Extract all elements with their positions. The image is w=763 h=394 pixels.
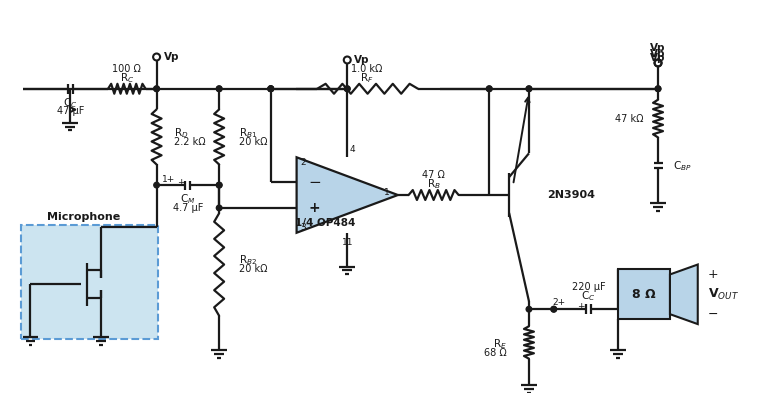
Circle shape xyxy=(551,307,556,312)
Circle shape xyxy=(154,86,159,91)
Text: R$_E$: R$_E$ xyxy=(493,337,507,351)
Circle shape xyxy=(344,86,350,91)
Text: R$_{B2}$: R$_{B2}$ xyxy=(239,254,257,268)
Text: C$_C$: C$_C$ xyxy=(581,290,596,303)
Text: 8 Ω: 8 Ω xyxy=(633,288,656,301)
Text: R$_D$: R$_D$ xyxy=(175,126,189,140)
Text: −: − xyxy=(308,175,321,190)
Circle shape xyxy=(487,86,492,91)
Text: 1.0 kΩ: 1.0 kΩ xyxy=(352,64,383,74)
Text: Vp: Vp xyxy=(163,52,179,62)
Text: C$_{BP}$: C$_{BP}$ xyxy=(673,159,691,173)
Text: Vp: Vp xyxy=(354,55,370,65)
Text: 4.7 μF: 4.7 μF xyxy=(172,203,203,213)
Text: V$_{OUT}$: V$_{OUT}$ xyxy=(708,287,739,302)
Text: Vp: Vp xyxy=(650,43,666,53)
Circle shape xyxy=(655,86,661,91)
Text: +: + xyxy=(578,302,584,311)
Text: 68 Ω: 68 Ω xyxy=(485,348,507,358)
Circle shape xyxy=(217,182,222,188)
Polygon shape xyxy=(297,157,398,233)
Polygon shape xyxy=(670,264,697,324)
Text: −: − xyxy=(708,308,718,321)
Text: 2.2 kΩ: 2.2 kΩ xyxy=(175,137,206,147)
Circle shape xyxy=(526,307,532,312)
Circle shape xyxy=(268,86,274,91)
Text: +: + xyxy=(177,178,184,187)
Text: Microphone: Microphone xyxy=(47,212,121,222)
Text: 1: 1 xyxy=(385,188,390,197)
Text: 2: 2 xyxy=(301,158,306,167)
Text: 47 μF: 47 μF xyxy=(56,106,84,115)
Text: 2N3904: 2N3904 xyxy=(547,190,595,200)
Circle shape xyxy=(344,86,350,91)
Text: 47 Ω: 47 Ω xyxy=(422,170,445,180)
Text: 11: 11 xyxy=(342,238,353,247)
Circle shape xyxy=(217,205,222,211)
Text: 47 kΩ: 47 kΩ xyxy=(615,113,643,124)
Text: 2+: 2+ xyxy=(552,298,565,307)
FancyBboxPatch shape xyxy=(618,269,670,319)
Circle shape xyxy=(526,86,532,91)
Circle shape xyxy=(268,86,274,91)
Circle shape xyxy=(154,182,159,188)
Circle shape xyxy=(655,86,661,91)
Text: 1+: 1+ xyxy=(162,175,175,184)
Circle shape xyxy=(487,86,492,91)
Text: 1/4 OP484: 1/4 OP484 xyxy=(295,218,355,228)
Text: 220 μF: 220 μF xyxy=(571,282,605,292)
Text: +: + xyxy=(708,268,718,281)
Text: Vp: Vp xyxy=(650,49,666,59)
Text: C$_C$: C$_C$ xyxy=(63,96,77,110)
Circle shape xyxy=(154,86,159,91)
Text: 3: 3 xyxy=(301,223,306,232)
Text: 100 Ω: 100 Ω xyxy=(112,64,141,74)
Circle shape xyxy=(551,307,556,312)
Text: R$_C$: R$_C$ xyxy=(120,71,134,85)
Circle shape xyxy=(217,182,222,188)
Text: C$_M$: C$_M$ xyxy=(180,192,195,206)
Text: R$_{B1}$: R$_{B1}$ xyxy=(239,126,257,140)
Circle shape xyxy=(268,86,274,91)
Text: Vp: Vp xyxy=(650,53,666,63)
Circle shape xyxy=(526,86,532,91)
Text: R$_B$: R$_B$ xyxy=(427,177,440,191)
Circle shape xyxy=(217,86,222,91)
Text: 20 kΩ: 20 kΩ xyxy=(239,264,268,275)
Text: R$_F$: R$_F$ xyxy=(360,71,374,85)
Text: 4: 4 xyxy=(349,145,355,154)
Text: 20 kΩ: 20 kΩ xyxy=(239,137,268,147)
Circle shape xyxy=(268,86,274,91)
Circle shape xyxy=(217,86,222,91)
Text: +: + xyxy=(309,201,320,215)
FancyBboxPatch shape xyxy=(21,225,158,339)
